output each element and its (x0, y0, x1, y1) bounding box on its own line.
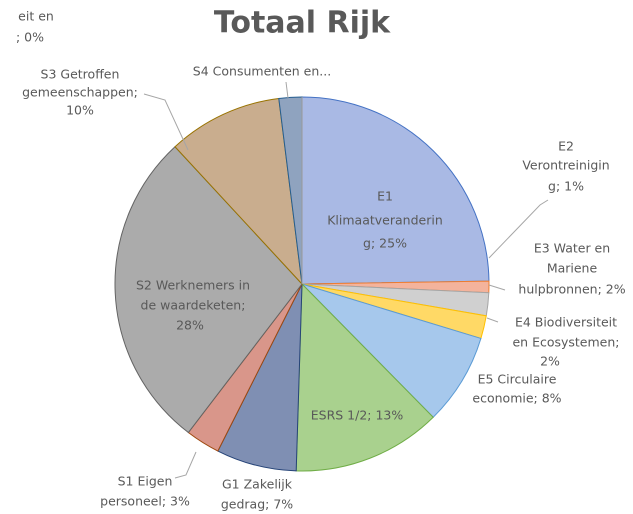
leader-line (488, 199, 549, 259)
data-label: 2% (540, 354, 560, 369)
data-label: E2 (558, 139, 574, 154)
data-label: en Ecosystemen; (512, 335, 619, 350)
data-label: personeel; 3% (100, 494, 190, 509)
data-label: E4 Biodiversiteit (515, 315, 617, 330)
data-label: S2 Werknemers in (136, 278, 250, 293)
data-label: E3 Water en (534, 241, 610, 256)
data-label: eit en (18, 9, 54, 24)
data-label: S1 Eigen (118, 474, 173, 489)
leader-line (285, 81, 289, 99)
data-label: economie; 8% (472, 391, 561, 406)
data-label: g; 1% (548, 179, 584, 194)
data-label: hulpbronnen; 2% (518, 282, 625, 297)
leader-line (143, 93, 189, 151)
pie (114, 96, 490, 472)
leader-line (486, 317, 499, 323)
data-label: E1 (377, 189, 393, 204)
data-label: gemeenschappen; (22, 85, 138, 100)
data-label: E5 Circulaire (478, 372, 557, 387)
data-label: 28% (176, 318, 204, 333)
data-label: gedrag; 7% (221, 497, 293, 512)
data-label: Klimaatveranderin (327, 213, 443, 228)
pie-slice (301, 96, 490, 285)
data-label: G1 Zakelijk (222, 477, 293, 492)
pie-slice (295, 282, 434, 472)
data-label: S4 Consumenten en... (193, 64, 331, 79)
data-label: Mariene (547, 261, 598, 276)
data-label: ; 0% (16, 30, 44, 45)
chart-title: Totaal Rijk (214, 6, 391, 41)
leader-line (488, 284, 506, 291)
leader-lines (143, 81, 549, 479)
leader-line (174, 451, 197, 479)
data-label: 10% (66, 103, 94, 118)
data-label: g; 25% (363, 236, 407, 251)
pie-slice (174, 97, 303, 286)
data-label: de waardeketen; (141, 298, 246, 313)
data-label: ESRS 1/2; 13% (311, 408, 404, 423)
pie-slice (301, 283, 482, 418)
pie-slice (114, 146, 303, 434)
data-label: Verontreinigin (522, 158, 609, 173)
data-label: S3 Getroffen (41, 67, 120, 82)
